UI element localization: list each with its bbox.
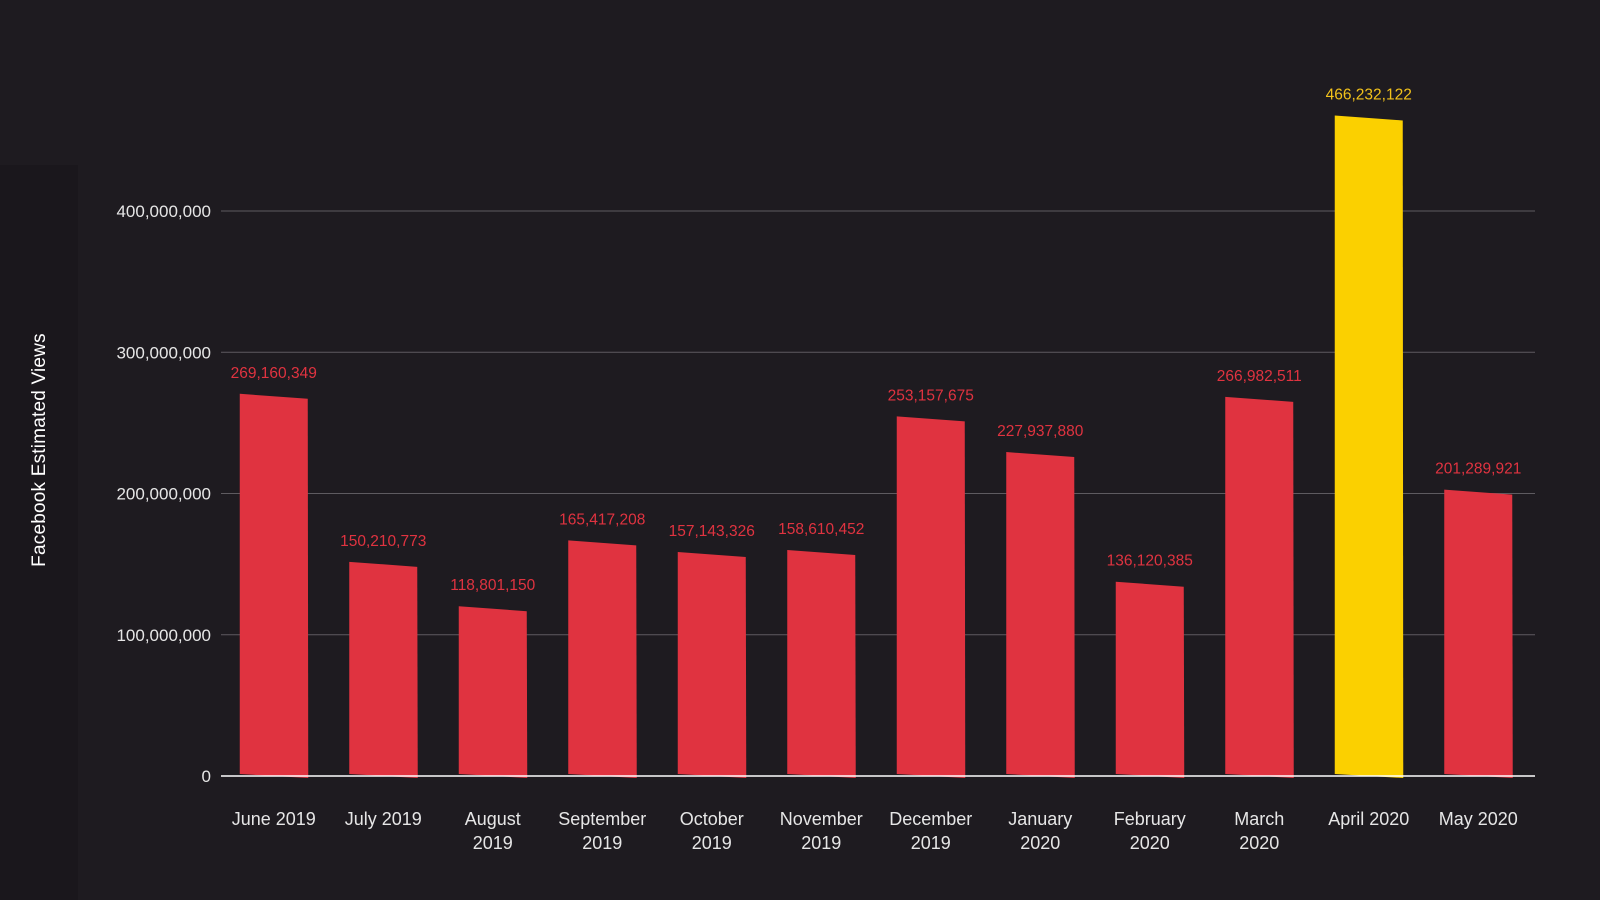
x-tick-label: 2019 xyxy=(473,833,513,853)
value-label: 227,937,880 xyxy=(997,423,1084,440)
value-label: 150,210,773 xyxy=(340,533,426,550)
bar xyxy=(239,393,309,778)
bar xyxy=(349,561,418,778)
x-tick-label: November xyxy=(780,809,863,829)
x-tick-label: 2019 xyxy=(692,833,732,853)
value-label: 266,982,511 xyxy=(1217,368,1302,385)
x-tick-label: December xyxy=(889,809,972,829)
value-label: 136,120,385 xyxy=(1107,553,1193,570)
bar xyxy=(1334,115,1404,778)
x-tick-label: June 2019 xyxy=(232,809,316,829)
value-label: 269,160,349 xyxy=(231,365,317,382)
x-tick-label: July 2019 xyxy=(345,809,422,829)
x-tick-label: 2020 xyxy=(1020,833,1060,853)
y-tick-label: 100,000,000 xyxy=(116,626,211,645)
x-tick-label: September xyxy=(558,809,646,829)
x-tick-label: March xyxy=(1234,809,1284,829)
bar xyxy=(787,549,856,778)
y-tick-label: 400,000,000 xyxy=(116,202,211,221)
x-tick-label: 2020 xyxy=(1130,833,1170,853)
x-tick-label: 2019 xyxy=(801,833,841,853)
x-tick-label: 2019 xyxy=(911,833,951,853)
bar xyxy=(568,540,637,778)
value-label: 118,801,150 xyxy=(450,577,535,594)
y-tick-label: 200,000,000 xyxy=(116,485,211,504)
value-label: 165,417,208 xyxy=(559,511,645,528)
value-label: 158,610,452 xyxy=(778,521,864,538)
y-tick-label: 300,000,000 xyxy=(116,343,211,362)
y-tick-label: 0 xyxy=(202,767,211,786)
value-label: 466,232,122 xyxy=(1326,86,1412,103)
bar xyxy=(896,416,966,778)
bar xyxy=(1444,489,1513,778)
x-tick-label: 2020 xyxy=(1239,833,1279,853)
x-tick-label: January xyxy=(1008,809,1072,829)
value-label: 253,157,675 xyxy=(888,387,974,404)
bar xyxy=(458,606,528,778)
x-tick-label: August xyxy=(465,809,521,829)
bar xyxy=(1225,396,1294,778)
x-tick-label: 2019 xyxy=(582,833,622,853)
bar xyxy=(677,552,747,778)
bar xyxy=(1115,581,1185,778)
x-tick-label: February xyxy=(1114,809,1186,829)
value-label: 157,143,326 xyxy=(669,523,755,540)
bar xyxy=(1006,452,1075,778)
x-tick-label: May 2020 xyxy=(1439,809,1518,829)
value-label: 201,289,921 xyxy=(1435,461,1521,478)
x-tick-label: October xyxy=(680,809,744,829)
y-axis-band xyxy=(0,165,78,900)
x-tick-label: April 2020 xyxy=(1328,809,1409,829)
